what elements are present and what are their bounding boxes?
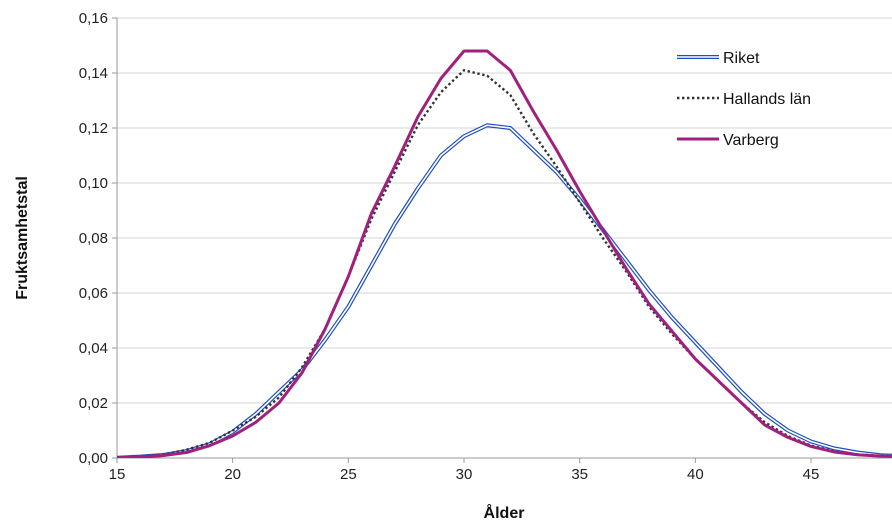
- legend-label: Riket: [723, 50, 760, 67]
- y-tick-label: 0,08: [79, 230, 108, 247]
- legend: Riket Hallands län Varberg: [677, 50, 811, 149]
- series-line-riket-outer: [117, 123, 892, 458]
- legend-item-varberg: Varberg: [677, 132, 779, 149]
- y-tick-label: 0,04: [79, 340, 108, 357]
- y-tick-label: 0,10: [79, 175, 108, 192]
- x-tick-label: 30: [456, 466, 473, 483]
- axes: [112, 17, 892, 463]
- grid-lines: [117, 17, 892, 404]
- y-axis-title: Fruktsamhetstal: [14, 176, 31, 300]
- series-line-riket-inner: [117, 124, 892, 458]
- x-tick-label: 15: [109, 466, 126, 483]
- legend-label: Varberg: [723, 132, 779, 149]
- x-tick-label: 35: [571, 466, 588, 483]
- x-tick-label: 45: [803, 466, 820, 483]
- plot-area: [117, 49, 892, 458]
- y-tick-labels: 0,00 0,02 0,04 0,06 0,08 0,10 0,12 0,14 0,16: [79, 10, 108, 467]
- y-tick-label: 0,06: [79, 285, 108, 302]
- series-lines: [117, 49, 892, 458]
- x-axis-title: Ålder: [484, 503, 525, 522]
- y-tick-label: 0,00: [79, 450, 108, 467]
- legend-item-riket: Riket: [677, 50, 760, 67]
- x-tick-label: 25: [340, 466, 357, 483]
- y-tick-label: 0,16: [79, 10, 108, 27]
- x-tick-label: 20: [224, 466, 241, 483]
- y-tick-label: 0,14: [79, 65, 108, 82]
- legend-item-hallands-l-n: Hallands län: [677, 91, 811, 108]
- series-line-hallands-l-n: [117, 69, 892, 458]
- y-tick-label: 0,02: [79, 395, 108, 412]
- legend-label: Hallands län: [723, 91, 811, 108]
- x-tick-labels: 15 20 25 30 35 40 45: [109, 466, 820, 483]
- x-tick-label: 40: [687, 466, 704, 483]
- y-tick-label: 0,12: [79, 120, 108, 137]
- series-line-varberg: [117, 49, 892, 458]
